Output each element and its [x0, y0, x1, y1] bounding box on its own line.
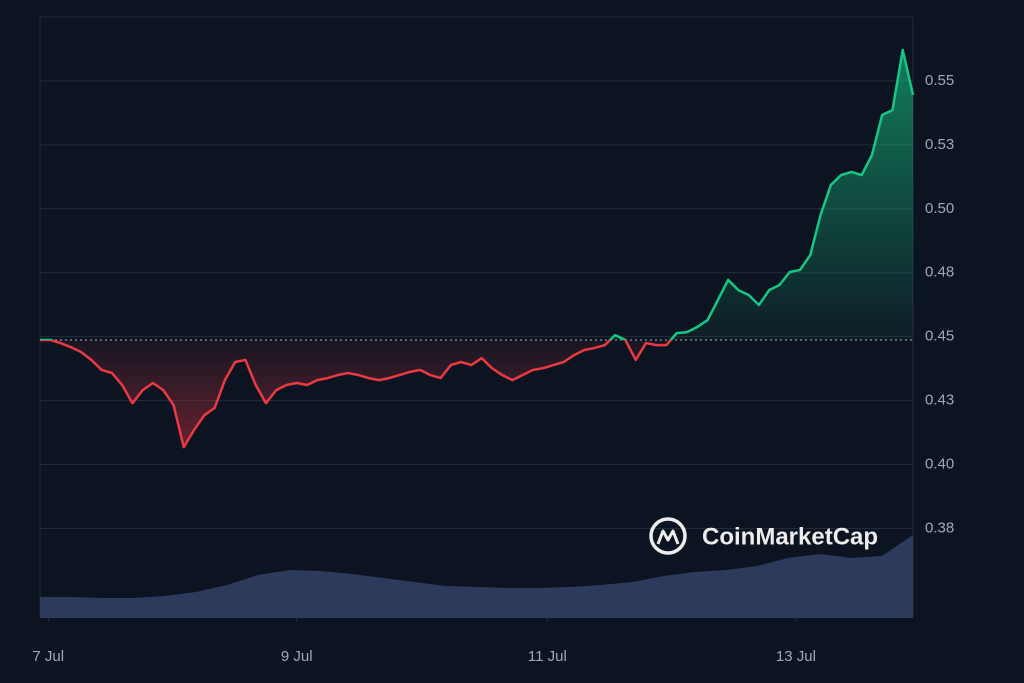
logo-glyph: [656, 529, 680, 545]
logo-ring: [649, 517, 687, 555]
labels: 0.38 0.40 0.43 0.45 0.48 0.50 0.53 0.55 7 Jul 9 J…: [32, 72, 954, 665]
x-tick-label: 11 Jul: [528, 648, 567, 665]
y-tick-label: 0.53: [925, 136, 954, 153]
x-tick-label: 13 Jul: [776, 648, 816, 665]
y-tick-label: 0.55: [925, 72, 954, 89]
watermark: CoinMarketCap: [649, 517, 878, 555]
y-tick-label: 0.43: [925, 392, 954, 409]
x-tick-label: 9 Jul: [281, 648, 313, 665]
volume-layer: [40, 535, 913, 618]
y-tick-label: 0.50: [925, 200, 954, 217]
volume-area: [40, 535, 913, 618]
price-area: [40, 49, 913, 448]
price-line: [40, 48, 915, 449]
y-tick-label: 0.45: [925, 328, 954, 345]
x-tick-label: 7 Jul: [32, 648, 64, 665]
y-tick-label: 0.40: [925, 456, 954, 473]
price-layer: [40, 48, 915, 449]
y-tick-label: 0.48: [925, 264, 954, 281]
watermark-text: CoinMarketCap: [702, 523, 878, 550]
y-tick-label: 0.38: [925, 519, 954, 536]
